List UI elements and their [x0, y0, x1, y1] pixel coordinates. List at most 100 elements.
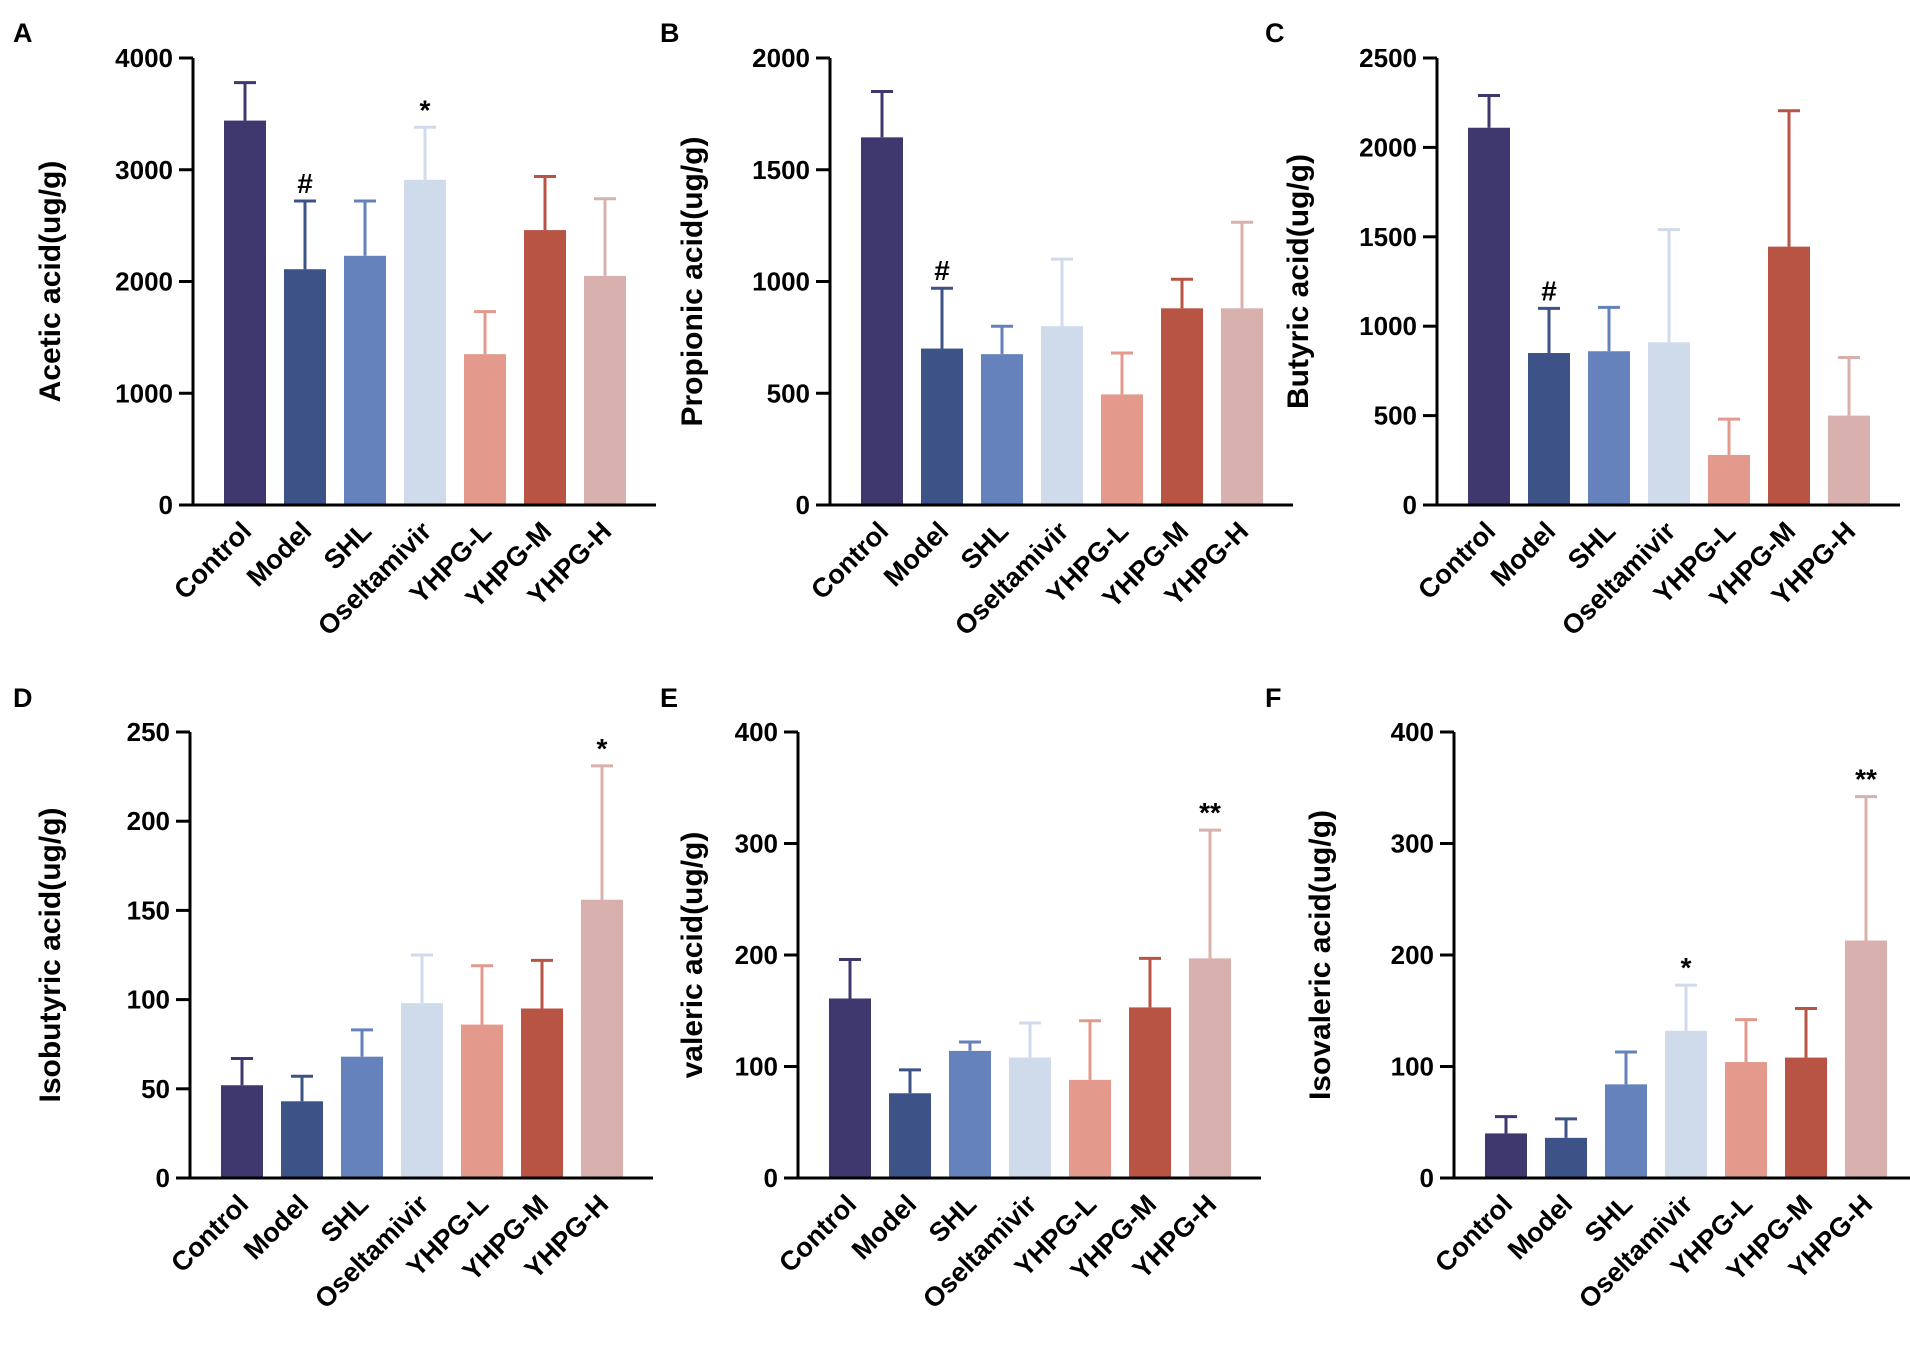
panel-f-bar-oseltamivir	[1665, 1030, 1707, 1178]
panel-d-bar-shl	[341, 1056, 383, 1178]
panel-a-bar-yhpg-h	[584, 275, 626, 505]
panel-a-ytick-label: 0	[159, 490, 173, 520]
panel-d-ytick-label: 200	[127, 806, 170, 836]
panel-a-ytick-label: 3000	[115, 155, 173, 185]
panel-a-xtick-control: Control	[168, 516, 257, 605]
panel-d-ytick-label: 50	[141, 1074, 170, 1104]
panel-c-bar-oseltamivir	[1648, 342, 1690, 505]
panel-a-ylabel: Acetic acid(ug/g)	[34, 161, 67, 403]
panel-a-ytick-label: 4000	[115, 43, 173, 73]
panel-e-xtick-control: Control	[773, 1189, 862, 1278]
panel-d-xtick-model: Model	[238, 1189, 314, 1265]
panel-a-ytick-label: 1000	[115, 378, 173, 408]
panel-b-ytick-label: 1000	[752, 267, 810, 297]
panel-f-bar-model	[1545, 1137, 1587, 1178]
panel-e-xtick-model: Model	[846, 1189, 922, 1265]
panel-c-bar-yhpg-h	[1828, 415, 1870, 505]
panel-c-ytick-label: 1000	[1359, 311, 1417, 341]
panel-b-bar-model	[921, 348, 963, 505]
panel-e-bar-yhpg-m	[1129, 1007, 1171, 1178]
panel-e-ytick-label: 100	[735, 1052, 778, 1082]
panel-a-bar-model	[284, 269, 326, 505]
panel-f-ytick-label: 200	[1391, 940, 1434, 970]
panel-f-ylabel: Isovaleric acid(ug/g)	[1304, 810, 1337, 1100]
panel-d-bar-yhpg-h	[581, 899, 623, 1178]
panel-c-ytick-label: 2500	[1359, 43, 1417, 73]
panel-d-bar-model	[281, 1101, 323, 1178]
panel-e-ytick-label: 0	[764, 1163, 778, 1193]
panel-f-bar-yhpg-l	[1725, 1062, 1767, 1178]
panel-b-bar-yhpg-m	[1161, 308, 1203, 505]
panel-e-bar-control	[829, 998, 871, 1178]
panel-f-xtick-model: Model	[1502, 1189, 1578, 1265]
panel-c-bar-shl	[1588, 351, 1630, 505]
panel-e-letter: E	[660, 683, 678, 713]
panel-d-ytick-label: 250	[127, 717, 170, 747]
panel-a-annotation-model: #	[297, 168, 313, 199]
panel-d-bar-yhpg-l	[461, 1024, 503, 1178]
panel-b-bar-oseltamivir	[1041, 326, 1083, 505]
panel-d-bar-control	[221, 1085, 263, 1178]
panel-d-bar-yhpg-m	[521, 1008, 563, 1178]
panel-c-xtick-control: Control	[1412, 516, 1501, 605]
panel-c-ytick-label: 500	[1374, 401, 1417, 431]
panel-f-bar-control	[1485, 1133, 1527, 1178]
panel-d-annotation-yhpg-h: *	[597, 733, 608, 764]
panel-d-ytick-label: 150	[127, 895, 170, 925]
panel-c-bar-model	[1528, 353, 1570, 505]
panel-c-ytick-label: 1500	[1359, 222, 1417, 252]
panel-f-annotation-oseltamivir: *	[1681, 952, 1692, 983]
panel-a-annotation-oseltamivir: *	[420, 94, 431, 125]
panel-e-ytick-label: 300	[735, 829, 778, 859]
panel-c-ytick-label: 0	[1403, 490, 1417, 520]
panel-f-bar-yhpg-m	[1785, 1057, 1827, 1178]
panel-c-bar-yhpg-m	[1768, 246, 1810, 505]
panel-b-annotation-model: #	[934, 255, 950, 286]
panel-e-bar-yhpg-l	[1069, 1079, 1111, 1178]
panel-b-bar-control	[861, 137, 903, 505]
panel-b-bar-yhpg-h	[1221, 308, 1263, 505]
panel-b-letter: B	[660, 18, 680, 48]
panel-a-bar-oseltamivir	[404, 179, 446, 505]
panel-f-bar-yhpg-h	[1845, 940, 1887, 1178]
panel-c-bar-control	[1468, 127, 1510, 506]
panel-c-annotation-model: #	[1541, 275, 1557, 306]
panel-f-letter: F	[1265, 683, 1282, 713]
panel-d-letter: D	[13, 683, 33, 713]
panel-b-bar-shl	[981, 354, 1023, 505]
panel-b-ytick-label: 0	[796, 490, 810, 520]
panel-a-xtick-model: Model	[241, 516, 317, 592]
panel-b-ytick-label: 2000	[752, 43, 810, 73]
panel-d-ytick-label: 0	[156, 1163, 170, 1193]
panel-c-ylabel: Butyric acid(ug/g)	[1282, 154, 1315, 409]
panel-c-bar-yhpg-l	[1708, 454, 1750, 505]
panel-b-ytick-label: 500	[767, 378, 810, 408]
panel-d-xtick-control: Control	[165, 1189, 254, 1278]
panel-a-bar-control	[224, 120, 266, 505]
panel-d-ylabel: Isobutyric acid(ug/g)	[34, 807, 67, 1102]
panel-f-ytick-label: 300	[1391, 829, 1434, 859]
panel-f-ytick-label: 400	[1391, 717, 1434, 747]
panel-e-bar-model	[889, 1093, 931, 1178]
panel-c-xtick-model: Model	[1485, 516, 1561, 592]
panel-b-ytick-label: 1500	[752, 155, 810, 185]
panel-f-xtick-control: Control	[1429, 1189, 1518, 1278]
panel-b-ylabel: Propionic acid(ug/g)	[676, 137, 709, 427]
panel-f-bar-shl	[1605, 1084, 1647, 1178]
panel-f-annotation-yhpg-h: **	[1855, 764, 1877, 795]
panel-a-bar-yhpg-l	[464, 354, 506, 505]
panel-b-xtick-control: Control	[805, 516, 894, 605]
panel-e-bar-yhpg-h	[1189, 958, 1231, 1178]
panel-a-bar-shl	[344, 255, 386, 505]
panel-a-ytick-label: 2000	[115, 267, 173, 297]
panel-f-ytick-label: 0	[1420, 1163, 1434, 1193]
panel-c-letter: C	[1265, 18, 1285, 48]
panel-e-bar-oseltamivir	[1009, 1057, 1051, 1178]
panel-d-ytick-label: 100	[127, 985, 170, 1015]
